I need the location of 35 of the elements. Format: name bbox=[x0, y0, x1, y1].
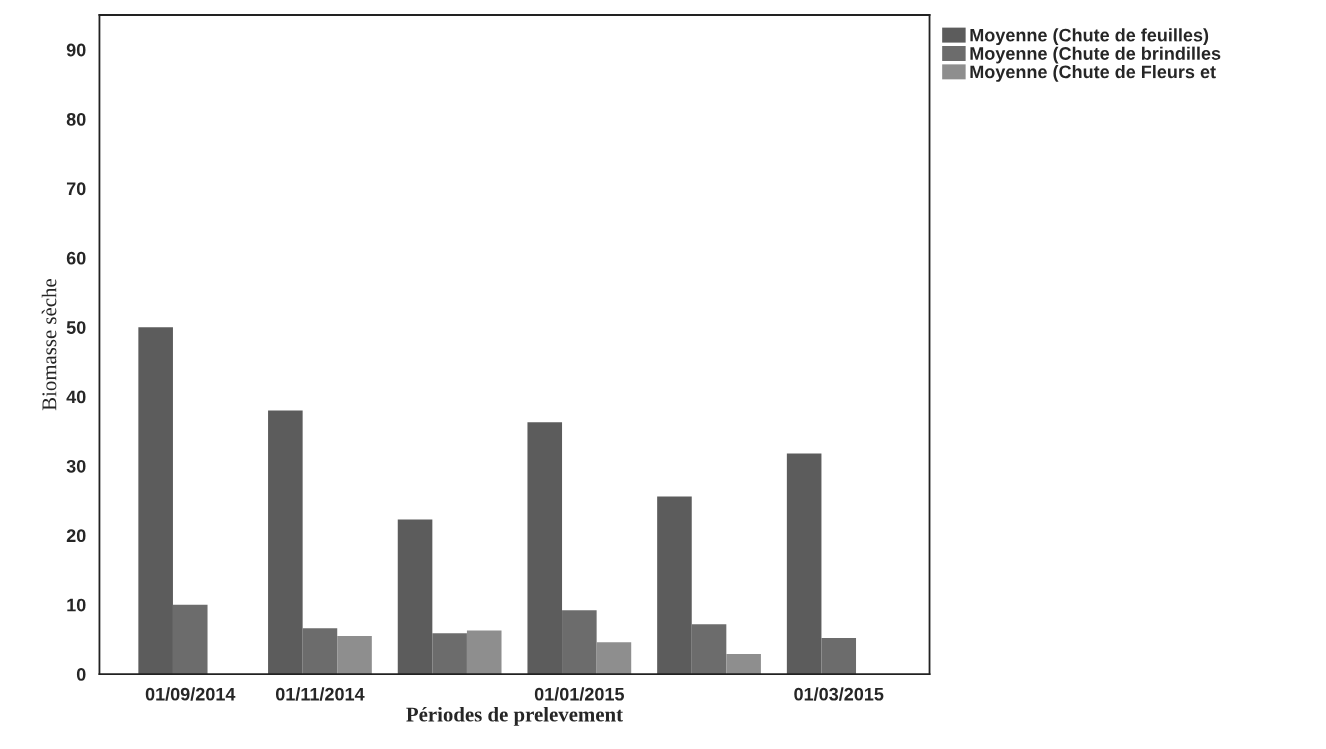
bar bbox=[562, 610, 597, 675]
bar bbox=[172, 604, 208, 675]
bar bbox=[786, 453, 822, 675]
bar bbox=[657, 496, 692, 675]
y-tick-label: 0 bbox=[76, 668, 86, 681]
legend-label: Moyenne (Chute de feuilles) bbox=[970, 28, 1209, 46]
bar bbox=[527, 422, 563, 675]
y-tick-label: 10 bbox=[67, 598, 86, 612]
y-tick-label: 50 bbox=[66, 321, 86, 334]
bar bbox=[397, 519, 433, 675]
bar bbox=[302, 628, 338, 675]
bar bbox=[337, 635, 372, 675]
bar bbox=[726, 653, 761, 675]
x-tick-label: 01/03/2015 bbox=[794, 687, 884, 701]
bar bbox=[821, 638, 857, 675]
x-axis-title: Périodes de prelevement bbox=[406, 706, 623, 726]
y-tick-label: 40 bbox=[66, 390, 86, 404]
bar bbox=[466, 630, 502, 675]
y-tick-label: 70 bbox=[66, 182, 86, 196]
y-tick-label: 80 bbox=[66, 112, 86, 126]
x-tick-label: 01/09/2014 bbox=[145, 687, 236, 701]
bar bbox=[691, 624, 727, 675]
bar bbox=[138, 327, 173, 675]
x-tick-label: 01/01/2015 bbox=[534, 687, 625, 701]
x-tick-label: 01/11/2014 bbox=[275, 687, 365, 701]
y-tick-label: 60 bbox=[66, 251, 86, 265]
legend-label: Moyenne (Chute de brindilles bbox=[970, 46, 1221, 64]
legend-label: Moyenne (Chute de Fleurs et bbox=[970, 65, 1216, 82]
y-axis-title: Biomasse sèche bbox=[41, 279, 57, 411]
bar bbox=[268, 410, 303, 675]
y-tick-label: 90 bbox=[66, 43, 86, 57]
bar bbox=[432, 633, 467, 675]
bar bbox=[596, 642, 632, 675]
y-tick-label: 30 bbox=[66, 459, 86, 473]
y-tick-label: 20 bbox=[66, 529, 86, 543]
